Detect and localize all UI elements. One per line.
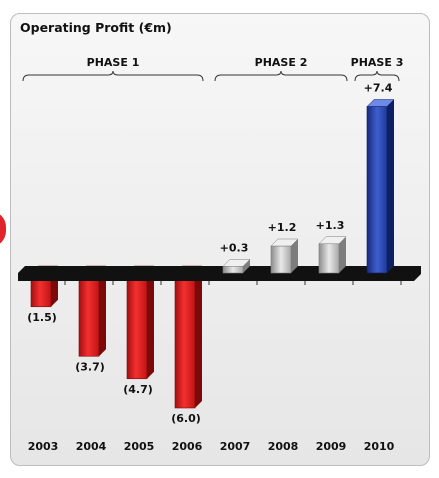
phase-label-3: PHASE 3 (351, 56, 404, 69)
bar-2007 (222, 259, 251, 274)
data-label-2005: (4.7) (123, 383, 153, 396)
phase-brace-3 (354, 70, 400, 82)
x-tick-2003: 2003 (28, 440, 59, 453)
bar-2006 (174, 265, 203, 409)
bar-front (222, 265, 244, 274)
operating-profit-chart: (1.5) 2003 (3.7) 2004 (4.7) 2005 (6.0) 2006 +0.3… (18, 56, 421, 453)
bar-side (147, 266, 154, 379)
bar-side (243, 259, 250, 273)
x-tick-2005: 2005 (124, 440, 155, 453)
data-label-2008: +1.2 (268, 221, 297, 234)
bar-side (195, 266, 202, 408)
data-label-2007: +0.3 (220, 241, 249, 254)
side-marker (0, 211, 6, 247)
x-tick-2009: 2009 (316, 440, 347, 453)
phase-label-2: PHASE 2 (255, 56, 308, 69)
phase-label-1: PHASE 1 (87, 56, 140, 69)
chart-panel: Operating Profit (€m) (1.5) 2003 (3.7) 2004 (10, 13, 430, 466)
bar-front (366, 106, 388, 274)
baseline-axis (18, 266, 421, 281)
chart-title: Operating Profit (€m) (20, 20, 172, 35)
bar-side (291, 239, 298, 273)
data-label-2006: (6.0) (171, 412, 201, 425)
bar-2008 (270, 238, 299, 274)
data-label-2009: +1.3 (316, 219, 345, 232)
bar-front (78, 272, 100, 357)
x-tick-2008: 2008 (268, 440, 299, 453)
bar-side (99, 266, 106, 357)
x-tick-2007: 2007 (220, 440, 251, 453)
x-tick-2004: 2004 (76, 440, 107, 453)
bar-front (174, 272, 196, 409)
bar-top (270, 238, 299, 247)
bar-2005 (126, 265, 155, 380)
bar-front (126, 272, 148, 380)
bar-top (222, 259, 251, 267)
x-tick-2006: 2006 (172, 440, 203, 453)
x-tick-2010: 2010 (364, 440, 395, 453)
bar-top (366, 99, 395, 107)
phase-brace-2 (214, 70, 348, 82)
phase-brace-1 (22, 70, 204, 82)
bar-top (318, 236, 347, 244)
data-label-2010: +7.4 (364, 82, 393, 95)
bar-2009 (318, 236, 347, 274)
bar-2010 (366, 99, 395, 274)
bar-front (270, 245, 292, 274)
bar-front (318, 243, 340, 274)
data-label-2003: (1.5) (27, 311, 57, 324)
bar-side (387, 99, 394, 273)
bar-side (339, 236, 346, 273)
data-label-2004: (3.7) (75, 360, 105, 373)
